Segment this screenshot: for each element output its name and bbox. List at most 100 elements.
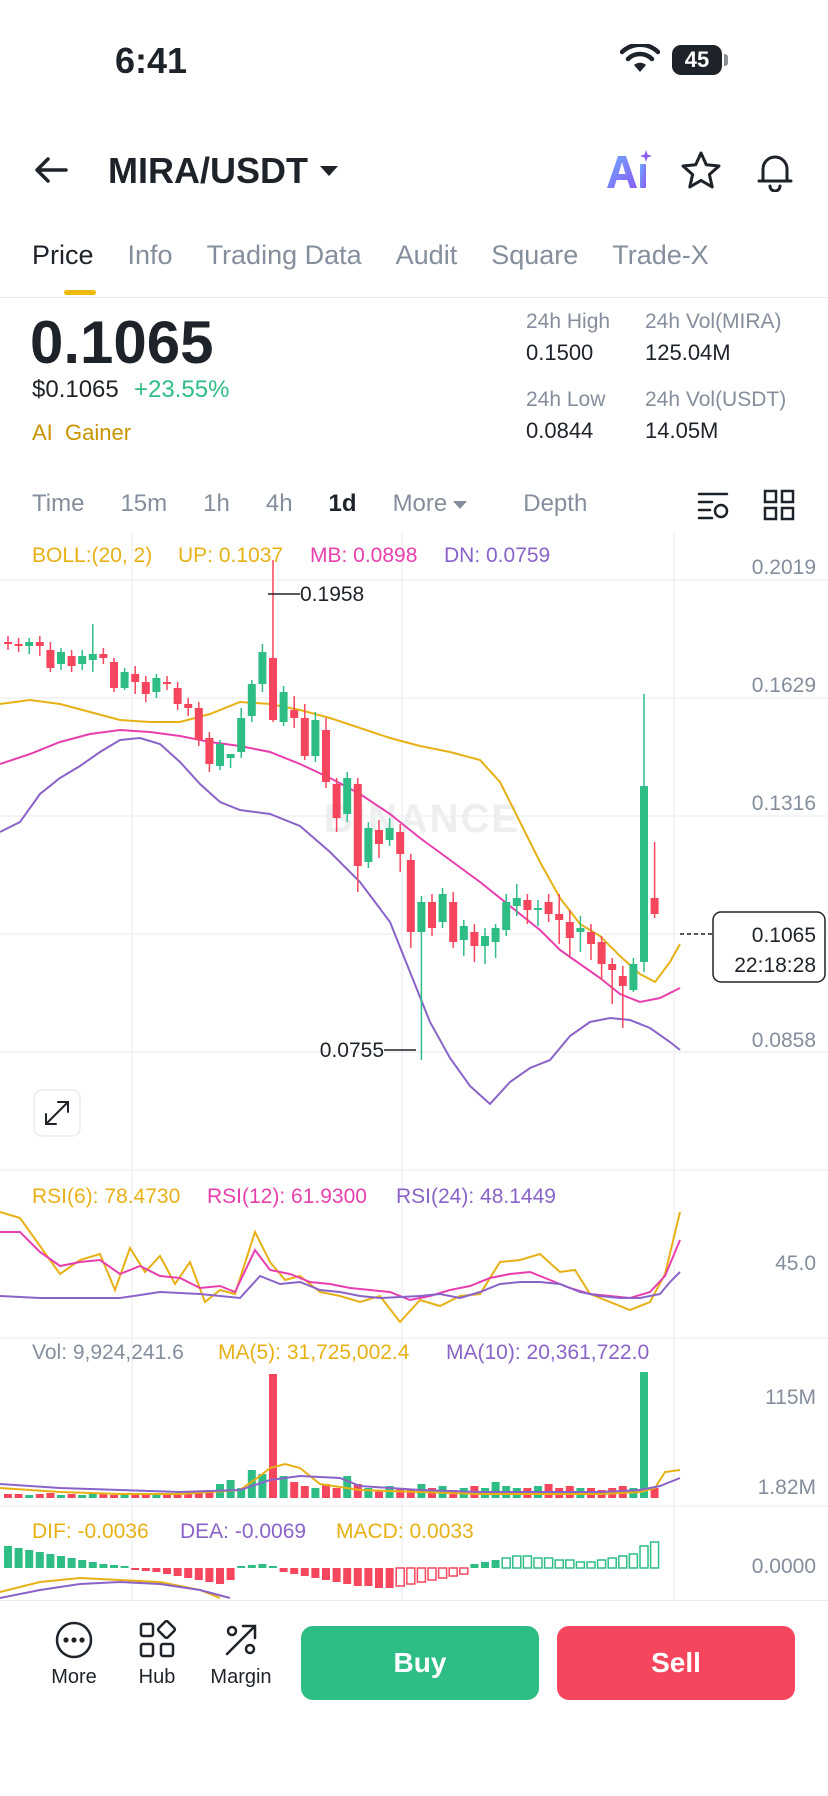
price-tick: 0.1629 (752, 674, 816, 697)
interval-15m[interactable]: 15m (120, 490, 168, 517)
tab-square[interactable]: Square (491, 240, 579, 270)
bell-alert-icon[interactable] (754, 150, 796, 192)
candle-body (290, 710, 299, 718)
macd-bar (57, 1556, 65, 1568)
candle-body (141, 682, 150, 694)
interval-4h[interactable]: 4h (265, 490, 293, 517)
volume-bar (173, 1494, 182, 1498)
candle-body (120, 672, 129, 688)
vol-ma10-line (0, 1474, 681, 1494)
candle-body (332, 784, 341, 818)
hub-button[interactable]: Hub (117, 1620, 197, 1689)
interval-1d[interactable]: 1d (328, 490, 357, 517)
tab-trading-data[interactable]: Trading Data (206, 240, 362, 270)
tag-gainer[interactable]: Gainer (65, 420, 132, 445)
indicator-settings-icon[interactable] (696, 488, 730, 522)
candle-body (428, 902, 436, 928)
low-label: 24h Low (526, 388, 606, 411)
sell-button[interactable]: Sell (557, 1626, 795, 1700)
macd-bar (88, 1562, 97, 1568)
high-label: 24h High (526, 310, 611, 333)
macd-bar (99, 1564, 108, 1568)
candles-group (4, 560, 659, 1060)
interval-1h[interactable]: 1h (203, 490, 230, 517)
macd-bar (639, 1545, 649, 1569)
more-label: More (51, 1666, 97, 1688)
macd-bar (618, 1555, 628, 1569)
macd-bar (311, 1568, 320, 1578)
hub-label: Hub (138, 1666, 176, 1688)
candle-body (78, 656, 87, 664)
macd-bar (427, 1567, 437, 1581)
macd-bar (25, 1550, 34, 1568)
tab-info[interactable]: Info (127, 240, 173, 270)
macd-bar (237, 1566, 246, 1568)
candle-body (300, 718, 309, 756)
macd-tick: 0.0000 (752, 1555, 816, 1578)
macd-bar (575, 1561, 586, 1569)
volume-bar (332, 1488, 341, 1498)
chart-gridlines (0, 532, 828, 1600)
volume-bar (300, 1486, 309, 1498)
volume-bar (237, 1488, 246, 1498)
macd-bar (596, 1559, 607, 1569)
grid-layout-icon[interactable] (762, 488, 796, 522)
back-arrow-icon[interactable] (32, 150, 72, 190)
candle-body (438, 894, 447, 922)
interval-more-label: More (392, 490, 448, 517)
volume-bar (25, 1495, 34, 1498)
tab-price[interactable]: Price (32, 240, 94, 270)
candlestick-chart[interactable]: BOLL:(20, 2) UP: 0.1037 MB: 0.0898 DN: 0… (0, 532, 828, 1600)
price-tick: 0.0858 (752, 1029, 816, 1052)
macd-bar (395, 1567, 405, 1587)
candle-body (544, 902, 553, 914)
ai-assistant-icon[interactable] (604, 148, 654, 192)
interval-depth[interactable]: Depth (523, 490, 588, 517)
vol-ma5-label: MA(5): 31,725,002.4 (218, 1341, 410, 1364)
volume-bar (14, 1494, 23, 1498)
macd-bar (14, 1548, 23, 1568)
more-button[interactable]: More (34, 1620, 114, 1689)
vol-quote-label: 24h Vol(USDT) (645, 388, 787, 411)
boll-dn-label: DN: 0.0759 (444, 544, 550, 567)
boll-middle-line (0, 728, 681, 1004)
macd-bar (269, 1566, 277, 1568)
macd-bar (78, 1560, 87, 1568)
tab-audit[interactable]: Audit (395, 240, 458, 270)
macd-bar (184, 1568, 193, 1578)
volume-bar (375, 1490, 383, 1498)
rsi-tick: 45.0 (775, 1252, 816, 1275)
candle-body (502, 902, 511, 930)
interval-more[interactable]: More (393, 490, 468, 518)
pair-selector[interactable]: MIRA/USDT (108, 150, 340, 192)
macd-bar (649, 1541, 660, 1569)
macd-value-label: MACD: 0.0033 (336, 1520, 474, 1543)
battery-nub (724, 54, 728, 66)
macd-bar (163, 1568, 171, 1574)
candle-body (523, 900, 532, 910)
tag-ai[interactable]: AI (32, 420, 53, 445)
candle-body (247, 684, 256, 716)
candle-body (110, 662, 118, 688)
star-favorite-icon[interactable] (680, 150, 722, 192)
margin-icon (225, 1624, 257, 1656)
last-price: 0.1065 (30, 309, 214, 376)
boll-mb-label: MB: 0.0898 (310, 544, 417, 567)
last-price-tag (712, 911, 826, 983)
candle-body (449, 902, 458, 942)
interval-time[interactable]: Time (32, 490, 85, 517)
volume-bar (269, 1374, 277, 1498)
candle-body (385, 828, 394, 840)
macd-bar (459, 1567, 469, 1575)
active-tab-indicator (64, 290, 96, 295)
buy-button[interactable]: Buy (301, 1626, 539, 1700)
vol-ma5-line (0, 1462, 681, 1495)
high-value: 0.1500 (526, 340, 594, 365)
volume-bar (406, 1490, 415, 1498)
margin-button[interactable]: Margin (201, 1620, 281, 1689)
tab-trade-x[interactable]: Trade-X (612, 240, 709, 270)
volume-bar (99, 1494, 108, 1498)
volume-bar (163, 1494, 171, 1498)
vol-quote-value: 14.05M (645, 418, 719, 443)
macd-bar (554, 1559, 564, 1569)
